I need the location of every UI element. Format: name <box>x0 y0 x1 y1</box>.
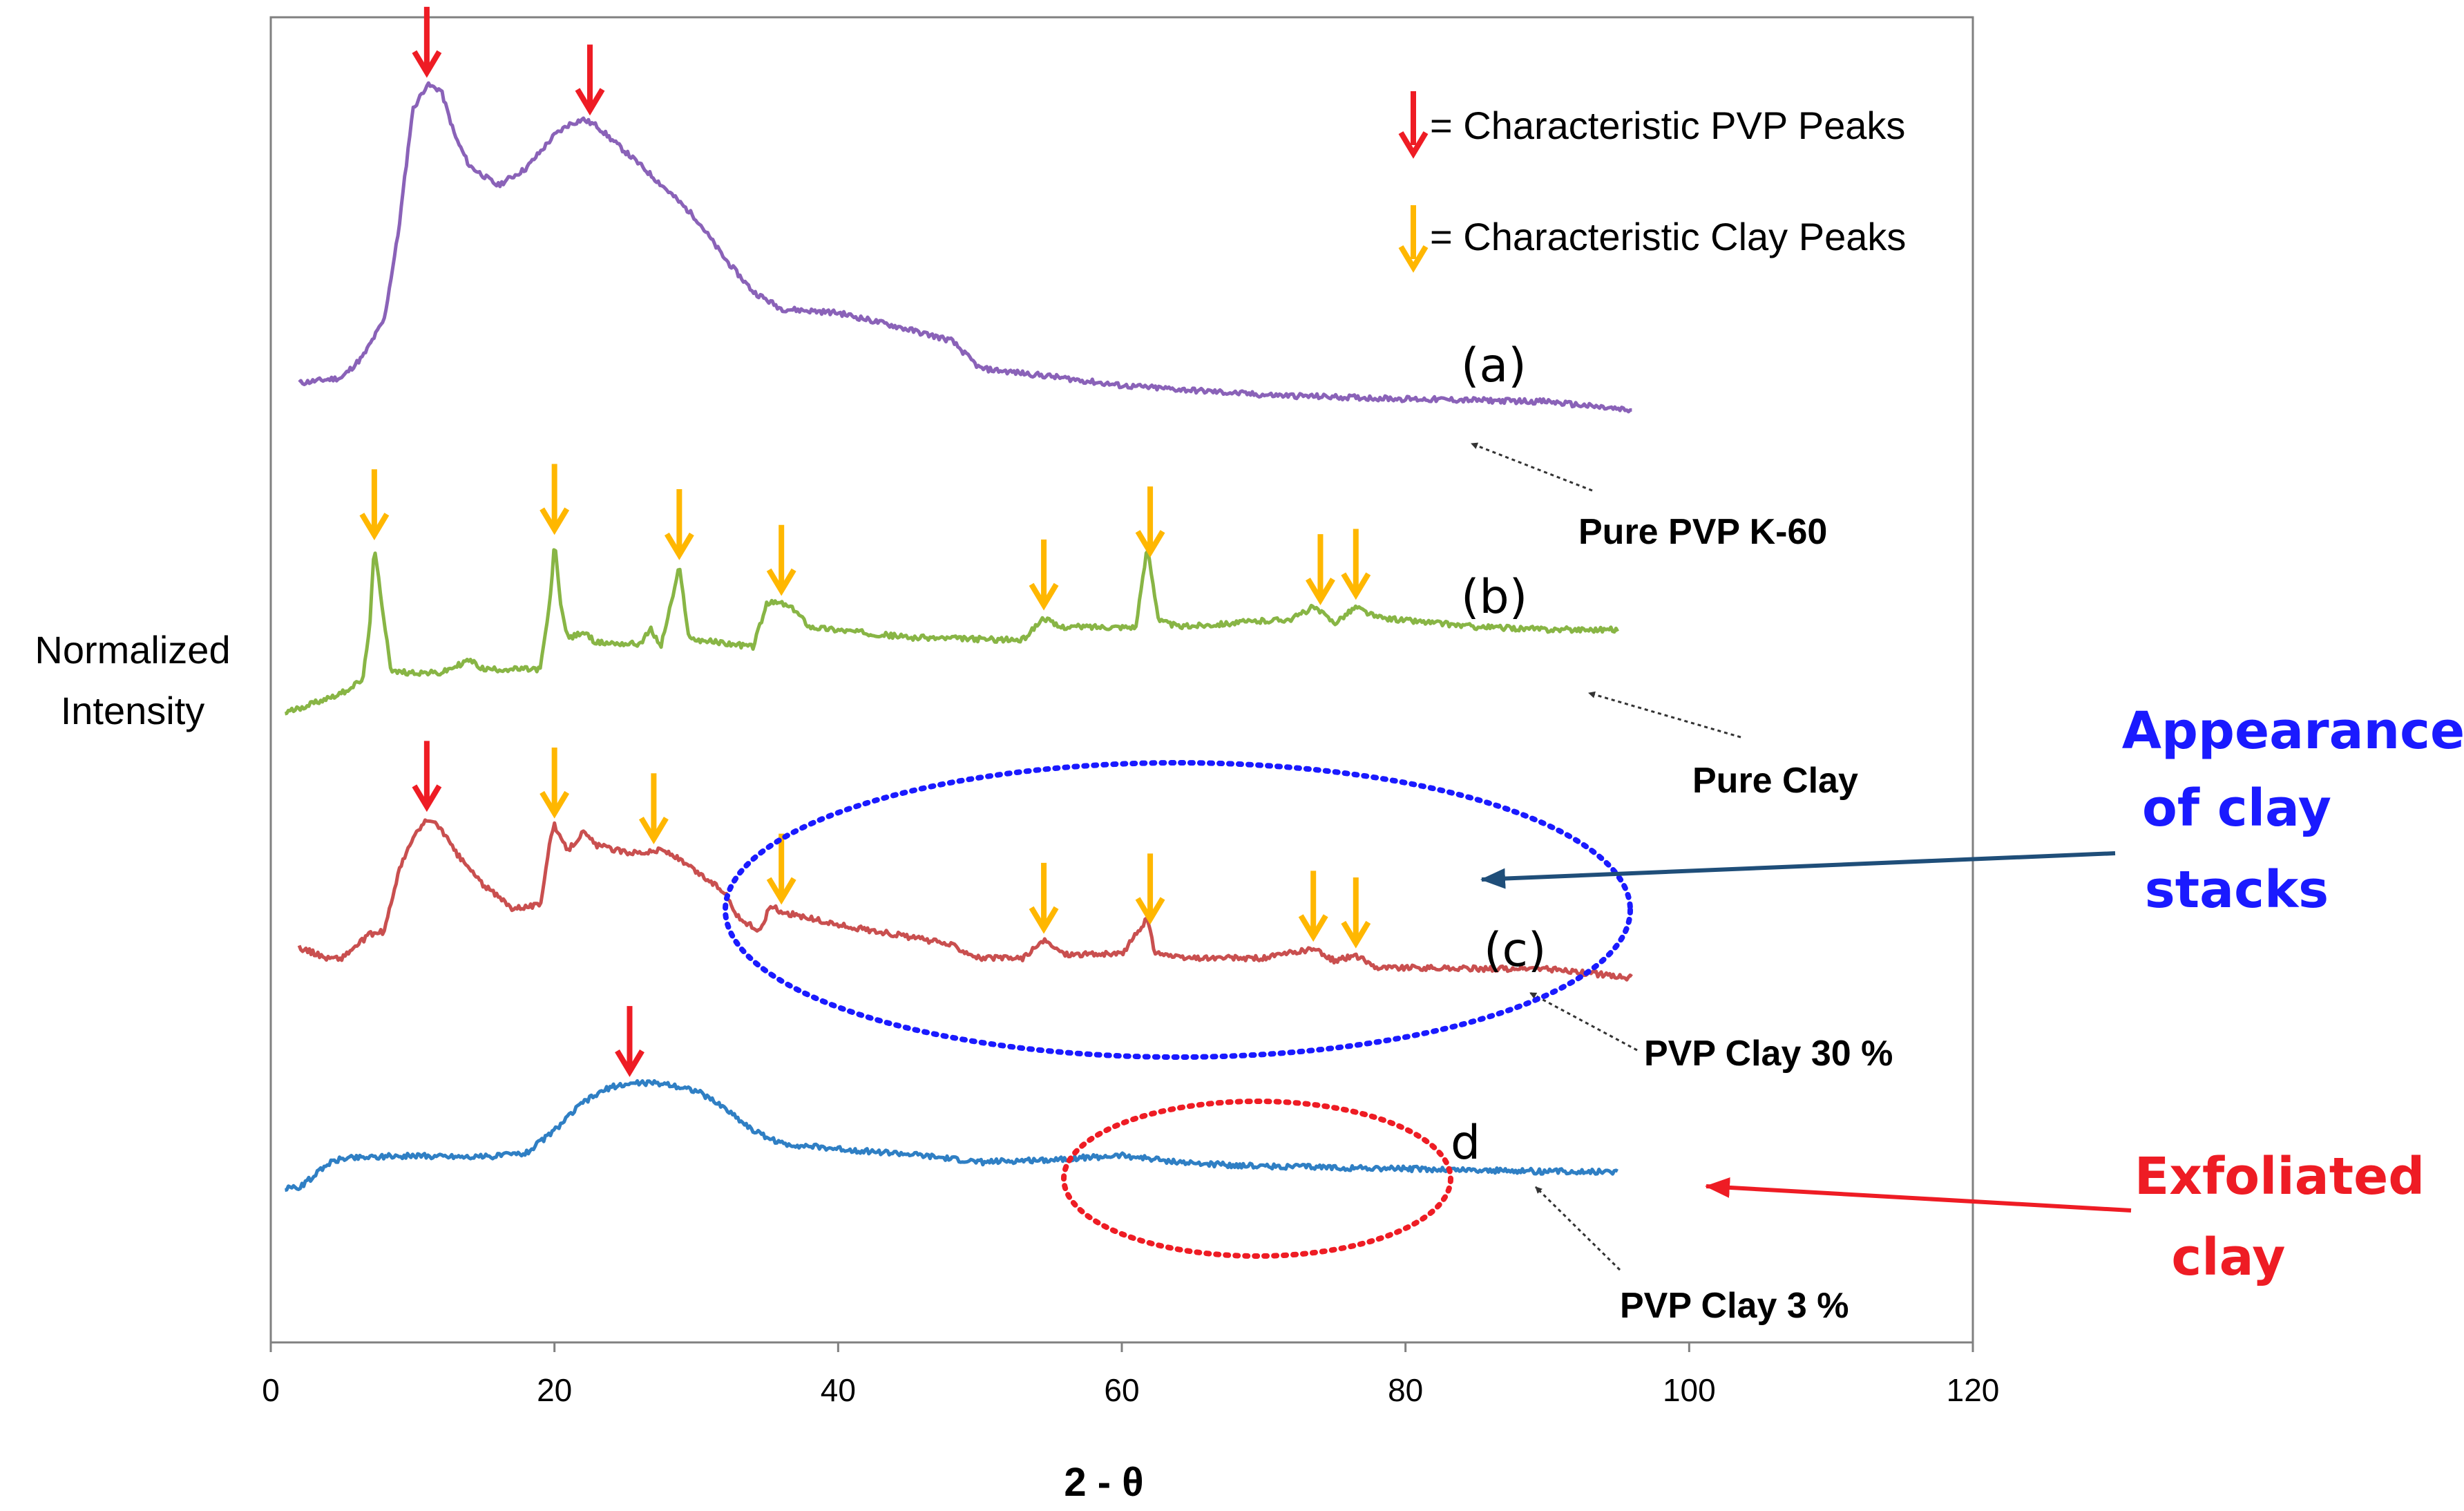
clay-peak-arrow-icon <box>1306 534 1335 605</box>
x-tick-label-20: 20 <box>537 1372 572 1408</box>
clay-stacks-arrow <box>1480 851 2116 889</box>
series-label-c: (c) <box>1484 923 1546 978</box>
clay-peak-arrow-icon <box>1341 877 1371 949</box>
clay-peak-arrow-icon <box>539 747 570 819</box>
clay-peak-arrow-icon <box>664 488 694 560</box>
clay-peak-arrow-icon <box>1135 486 1165 558</box>
legend-pvp-arrow-icon <box>1398 91 1429 159</box>
legend: = Characteristic PVP Peaks = Characteris… <box>1398 91 1906 273</box>
series-d-line <box>285 1078 1618 1192</box>
x-axis: 0 20 40 60 80 100 120 <box>262 1342 1999 1408</box>
annotation-exfoliated-line2: clay <box>2171 1228 2285 1287</box>
exfoliated-clay-ellipse <box>1061 1099 1453 1259</box>
clay-peak-arrow-icon <box>539 464 570 535</box>
pvp-peak-arrow-icon <box>412 6 442 78</box>
x-tick-label-120: 120 <box>1947 1372 2000 1408</box>
pointer-pure-clay <box>1588 691 1741 739</box>
pointer-pvp-clay-3 <box>1534 1186 1621 1271</box>
series-label-d: d <box>1451 1116 1480 1170</box>
series-b-line <box>285 548 1619 716</box>
x-tick-label-0: 0 <box>262 1372 280 1408</box>
pvp-peak-arrow-icon <box>575 44 605 116</box>
clay-peak-arrow-icon <box>766 833 796 905</box>
sample-name-pvp-clay-30: PVP Clay 30 % <box>1644 1034 1893 1074</box>
clay-peak-arrow-icon <box>1029 862 1059 934</box>
legend-pvp-label: = Characteristic PVP Peaks <box>1430 104 1905 147</box>
series-label-a: (a) <box>1461 339 1527 393</box>
x-tick-label-80: 80 <box>1388 1372 1423 1408</box>
legend-clay-arrow-icon <box>1398 205 1429 273</box>
series-a-line <box>298 81 1632 414</box>
clay-stacks-ellipse <box>723 760 1633 1060</box>
pvp-peak-arrow-icon <box>615 1006 644 1077</box>
y-axis-label-line1: Normalized <box>35 628 230 672</box>
annotation-exfoliated-line1: Exfoliated <box>2134 1147 2425 1206</box>
clay-peak-arrow-icon <box>359 469 390 540</box>
exfoliated-clay-arrow <box>1705 1177 2132 1213</box>
series-layer <box>285 81 1633 1192</box>
x-tick-label-100: 100 <box>1663 1372 1716 1408</box>
x-tick-label-60: 60 <box>1104 1372 1139 1408</box>
x-tick-label-40: 40 <box>821 1372 856 1408</box>
clay-peak-arrow-icon <box>638 773 669 845</box>
annotation-stacks-line2: of clay <box>2142 779 2331 838</box>
sample-name-pvp-clay-3: PVP Clay 3 % <box>1620 1286 1849 1326</box>
sample-name-pure-clay: Pure Clay <box>1692 761 1858 801</box>
series-c-line <box>297 818 1633 982</box>
pvp-peak-arrow-icon <box>412 741 442 812</box>
legend-clay-label: = Characteristic Clay Peaks <box>1430 215 1906 258</box>
series-label-b: (b) <box>1461 570 1527 625</box>
clay-peak-arrow-icon <box>1029 539 1059 611</box>
clay-peak-arrow-icon <box>766 524 796 596</box>
x-axis-label: 2 - θ <box>1064 1460 1143 1505</box>
pointer-pvp-k60 <box>1471 442 1593 492</box>
clay-peak-arrow-icon <box>1135 853 1165 925</box>
y-axis-label-line2: Intensity <box>61 689 205 732</box>
pointer-pvp-clay-30 <box>1529 991 1638 1052</box>
clay-peak-arrow-icon <box>1341 529 1371 600</box>
sample-name-pvp-k60: Pure PVP K-60 <box>1578 512 1827 552</box>
peak-marker-layer <box>359 6 1371 1077</box>
clay-peak-arrow-icon <box>1298 871 1328 942</box>
annotation-stacks-line1: Appearance <box>2122 701 2464 761</box>
annotation-stacks-line3: stacks <box>2145 860 2329 920</box>
